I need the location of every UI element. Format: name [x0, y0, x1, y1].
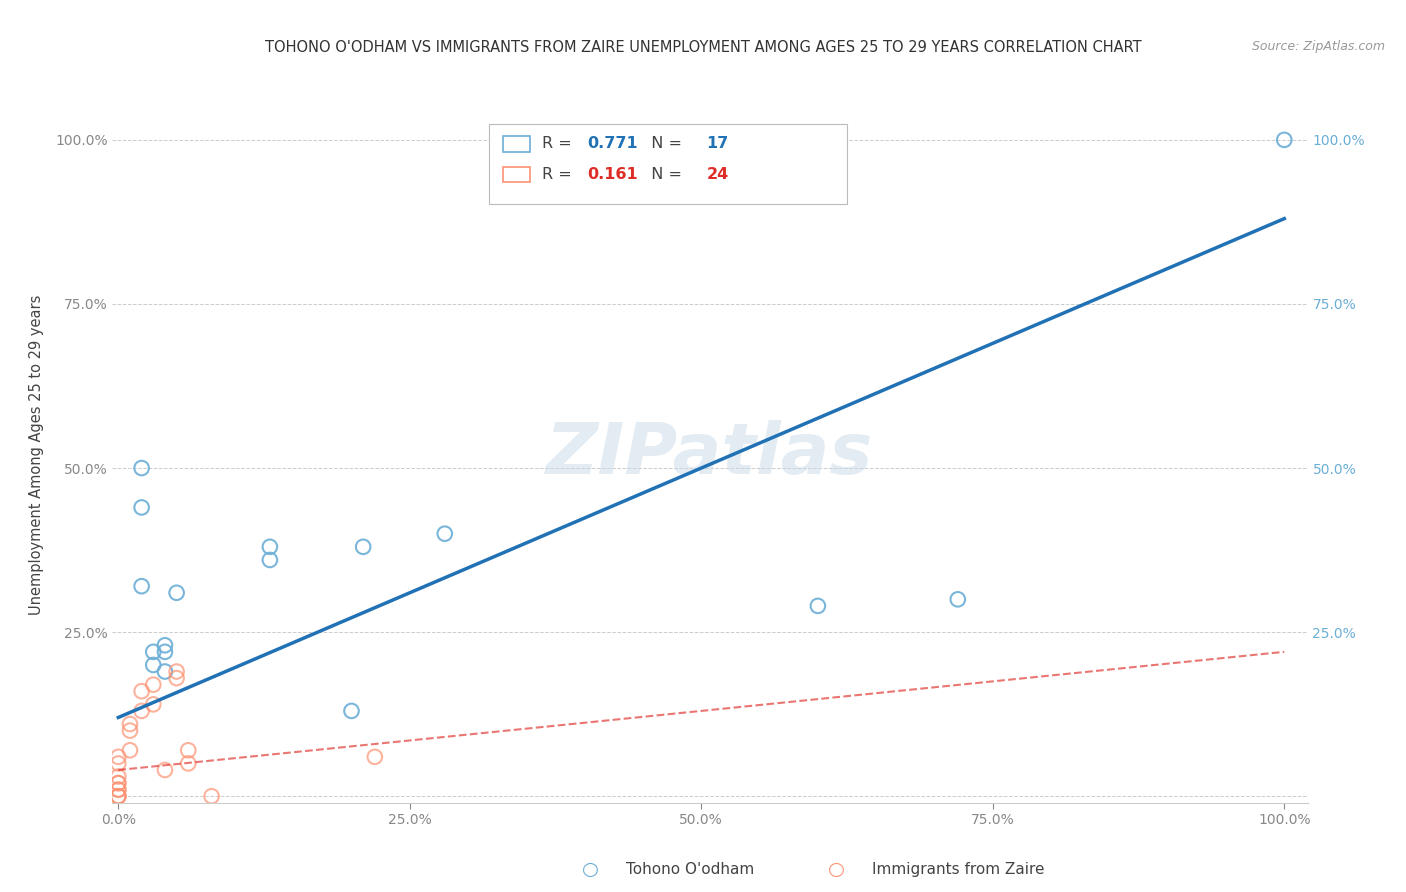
Point — [352, 540, 374, 554]
Y-axis label: Unemployment Among Ages 25 to 29 years: Unemployment Among Ages 25 to 29 years — [30, 294, 44, 615]
Point — [107, 789, 129, 804]
FancyBboxPatch shape — [489, 124, 848, 204]
Point — [107, 789, 129, 804]
FancyBboxPatch shape — [503, 167, 530, 182]
Point — [131, 461, 153, 475]
Point — [807, 599, 830, 613]
Point — [131, 704, 153, 718]
Point — [177, 756, 200, 771]
Text: 0.161: 0.161 — [586, 167, 637, 182]
Point — [142, 698, 165, 712]
Point — [142, 678, 165, 692]
Point — [259, 540, 281, 554]
Point — [166, 665, 188, 679]
Text: TOHONO O'ODHAM VS IMMIGRANTS FROM ZAIRE UNEMPLOYMENT AMONG AGES 25 TO 29 YEARS C: TOHONO O'ODHAM VS IMMIGRANTS FROM ZAIRE … — [264, 40, 1142, 55]
Point — [142, 645, 165, 659]
Point — [259, 553, 281, 567]
Point — [107, 776, 129, 790]
Text: N =: N = — [641, 167, 688, 182]
Point — [200, 789, 222, 804]
Point — [166, 671, 188, 685]
Point — [153, 645, 176, 659]
Point — [107, 756, 129, 771]
Text: 24: 24 — [706, 167, 728, 182]
Point — [142, 657, 165, 672]
Text: 0.771: 0.771 — [586, 136, 637, 152]
Point — [107, 782, 129, 797]
Text: ○: ○ — [828, 860, 845, 880]
Point — [131, 500, 153, 515]
Point — [118, 723, 141, 738]
Point — [1272, 133, 1295, 147]
Point — [107, 749, 129, 764]
Point — [131, 684, 153, 698]
Text: Tohono O'odham: Tohono O'odham — [626, 863, 754, 877]
Point — [118, 743, 141, 757]
Point — [153, 638, 176, 652]
Text: R =: R = — [541, 136, 576, 152]
Point — [433, 526, 456, 541]
Text: R =: R = — [541, 167, 576, 182]
Point — [946, 592, 969, 607]
Point — [107, 782, 129, 797]
Point — [107, 789, 129, 804]
Point — [118, 717, 141, 731]
FancyBboxPatch shape — [503, 136, 530, 152]
Point — [107, 776, 129, 790]
Text: N =: N = — [641, 136, 688, 152]
Point — [364, 749, 387, 764]
Text: Source: ZipAtlas.com: Source: ZipAtlas.com — [1251, 40, 1385, 54]
Point — [166, 586, 188, 600]
Point — [131, 579, 153, 593]
Point — [153, 665, 176, 679]
Text: Immigrants from Zaire: Immigrants from Zaire — [872, 863, 1045, 877]
Text: ○: ○ — [582, 860, 599, 880]
Text: ZIPatlas: ZIPatlas — [547, 420, 873, 490]
Point — [107, 770, 129, 784]
Point — [177, 743, 200, 757]
Point — [153, 763, 176, 777]
Text: 17: 17 — [706, 136, 728, 152]
Point — [340, 704, 363, 718]
